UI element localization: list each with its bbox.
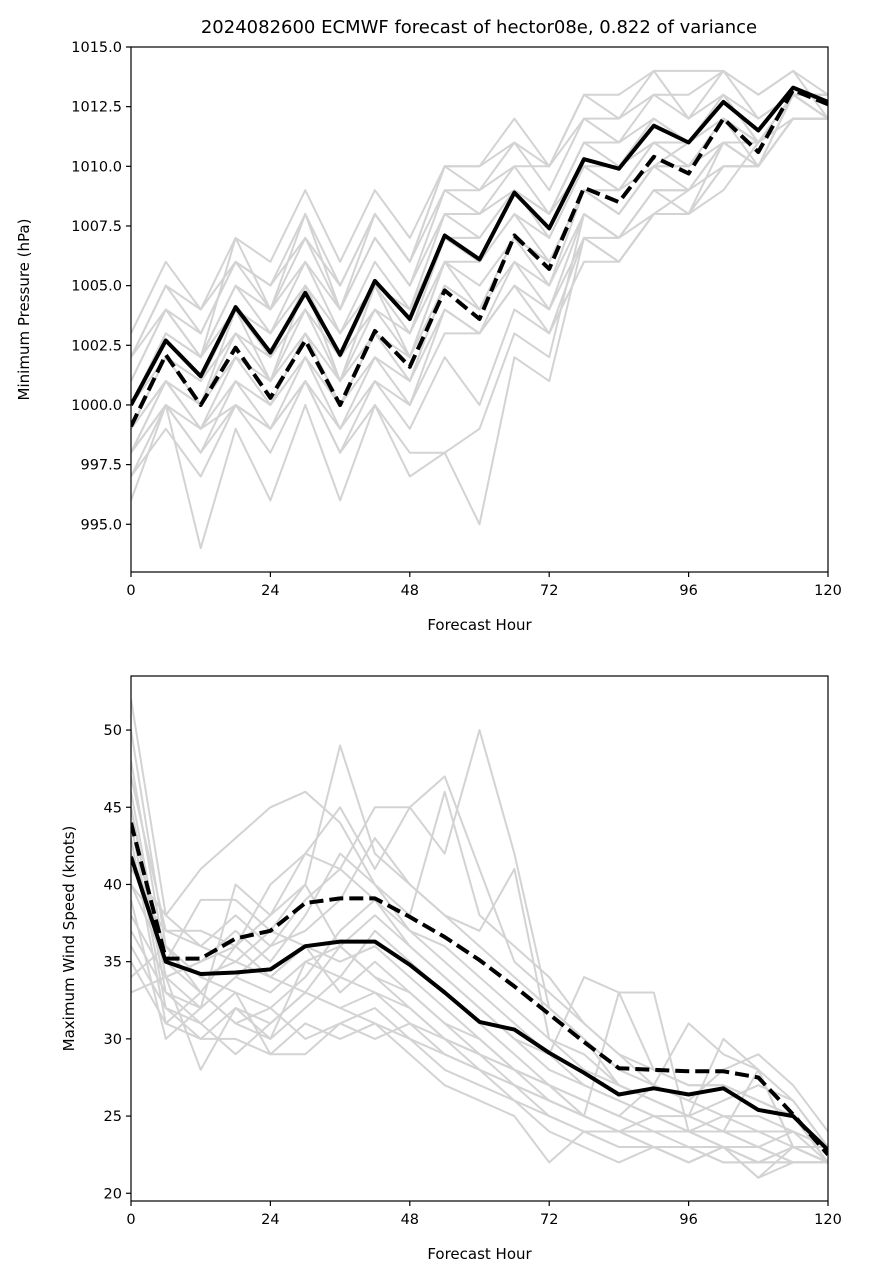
y-tick-label: 1005.0 (71, 279, 122, 295)
dashed-mean-line (131, 88, 828, 428)
y-tick-label: 1010.0 (71, 159, 122, 175)
ensemble-member-line (131, 117, 828, 454)
y-tick-label: 40 (104, 877, 122, 893)
x-tick-label: 72 (540, 1212, 558, 1228)
y-tick-label: 1000.0 (71, 398, 122, 414)
ensemble-member-line (131, 945, 828, 1164)
ensemble-member-line (131, 69, 828, 359)
ensemble-member-line (131, 93, 828, 430)
ensemble-member-line (131, 93, 828, 382)
axes-frame (130, 675, 829, 1202)
y-axis-label: Minimum Pressure (hPa) (15, 219, 33, 401)
y-tick-label: 50 (104, 723, 122, 739)
ensemble-member-line (131, 807, 828, 1164)
y-tick-label: 35 (104, 955, 122, 971)
dashed-mean-line (131, 822, 828, 1157)
ensemble-member-line (131, 93, 828, 358)
x-tick-label: 120 (814, 1212, 842, 1228)
y-tick-label: 1015.0 (71, 40, 122, 56)
x-tick-label: 48 (401, 583, 419, 599)
ensemble-member-line (131, 729, 828, 1133)
y-tick-label: 30 (104, 1032, 122, 1048)
x-tick-label: 48 (401, 1212, 419, 1228)
y-tick-label: 25 (104, 1109, 122, 1125)
y-tick-label: 20 (104, 1186, 122, 1202)
y-tick-label: 1007.5 (71, 219, 122, 235)
x-axis-label: Forecast Hour (427, 616, 532, 634)
y-axis-label: Maximum Wind Speed (knots) (60, 826, 78, 1052)
y-tick-label: 45 (104, 800, 122, 816)
x-tick-label: 96 (679, 583, 697, 599)
x-tick-label: 0 (126, 583, 135, 599)
x-tick-label: 96 (679, 1212, 697, 1228)
axes-frame (130, 46, 829, 573)
ensemble-member-line (131, 852, 828, 1148)
y-tick-label: 997.5 (80, 458, 122, 474)
x-tick-label: 0 (126, 1212, 135, 1228)
ensemble-member-line (131, 117, 828, 478)
ensemble-member-line (131, 93, 828, 430)
ensemble-member-line (131, 699, 828, 1148)
solid-mean-line (131, 856, 828, 1152)
y-tick-label: 1002.5 (71, 338, 122, 354)
ensemble-member-line (131, 117, 828, 550)
ensemble-member-line (131, 822, 828, 1164)
y-tick-label: 1012.5 (71, 100, 122, 116)
ensemble-member-line (131, 790, 828, 1164)
chart-title: 2024082600 ECMWF forecast of hector08e, … (201, 17, 757, 38)
solid-mean-line (131, 85, 828, 406)
ensemble-member-line (131, 961, 828, 1179)
x-tick-label: 120 (814, 583, 842, 599)
x-axis-label: Forecast Hour (427, 1245, 532, 1263)
wind-chart: 0 24 48 72 96 120 20 25 30 35 40 45 50 Forecast Hour M… (60, 675, 842, 1263)
y-tick-label: 995.0 (80, 517, 122, 533)
x-tick-label: 24 (261, 583, 279, 599)
ensemble-member-line (131, 945, 828, 1164)
x-tick-label: 72 (540, 583, 558, 599)
x-tick-label: 24 (261, 1212, 279, 1228)
pressure-chart: 0 24 48 72 96 120 995.0 997.5 1000.0 1002.5 1005.0… (15, 40, 842, 634)
